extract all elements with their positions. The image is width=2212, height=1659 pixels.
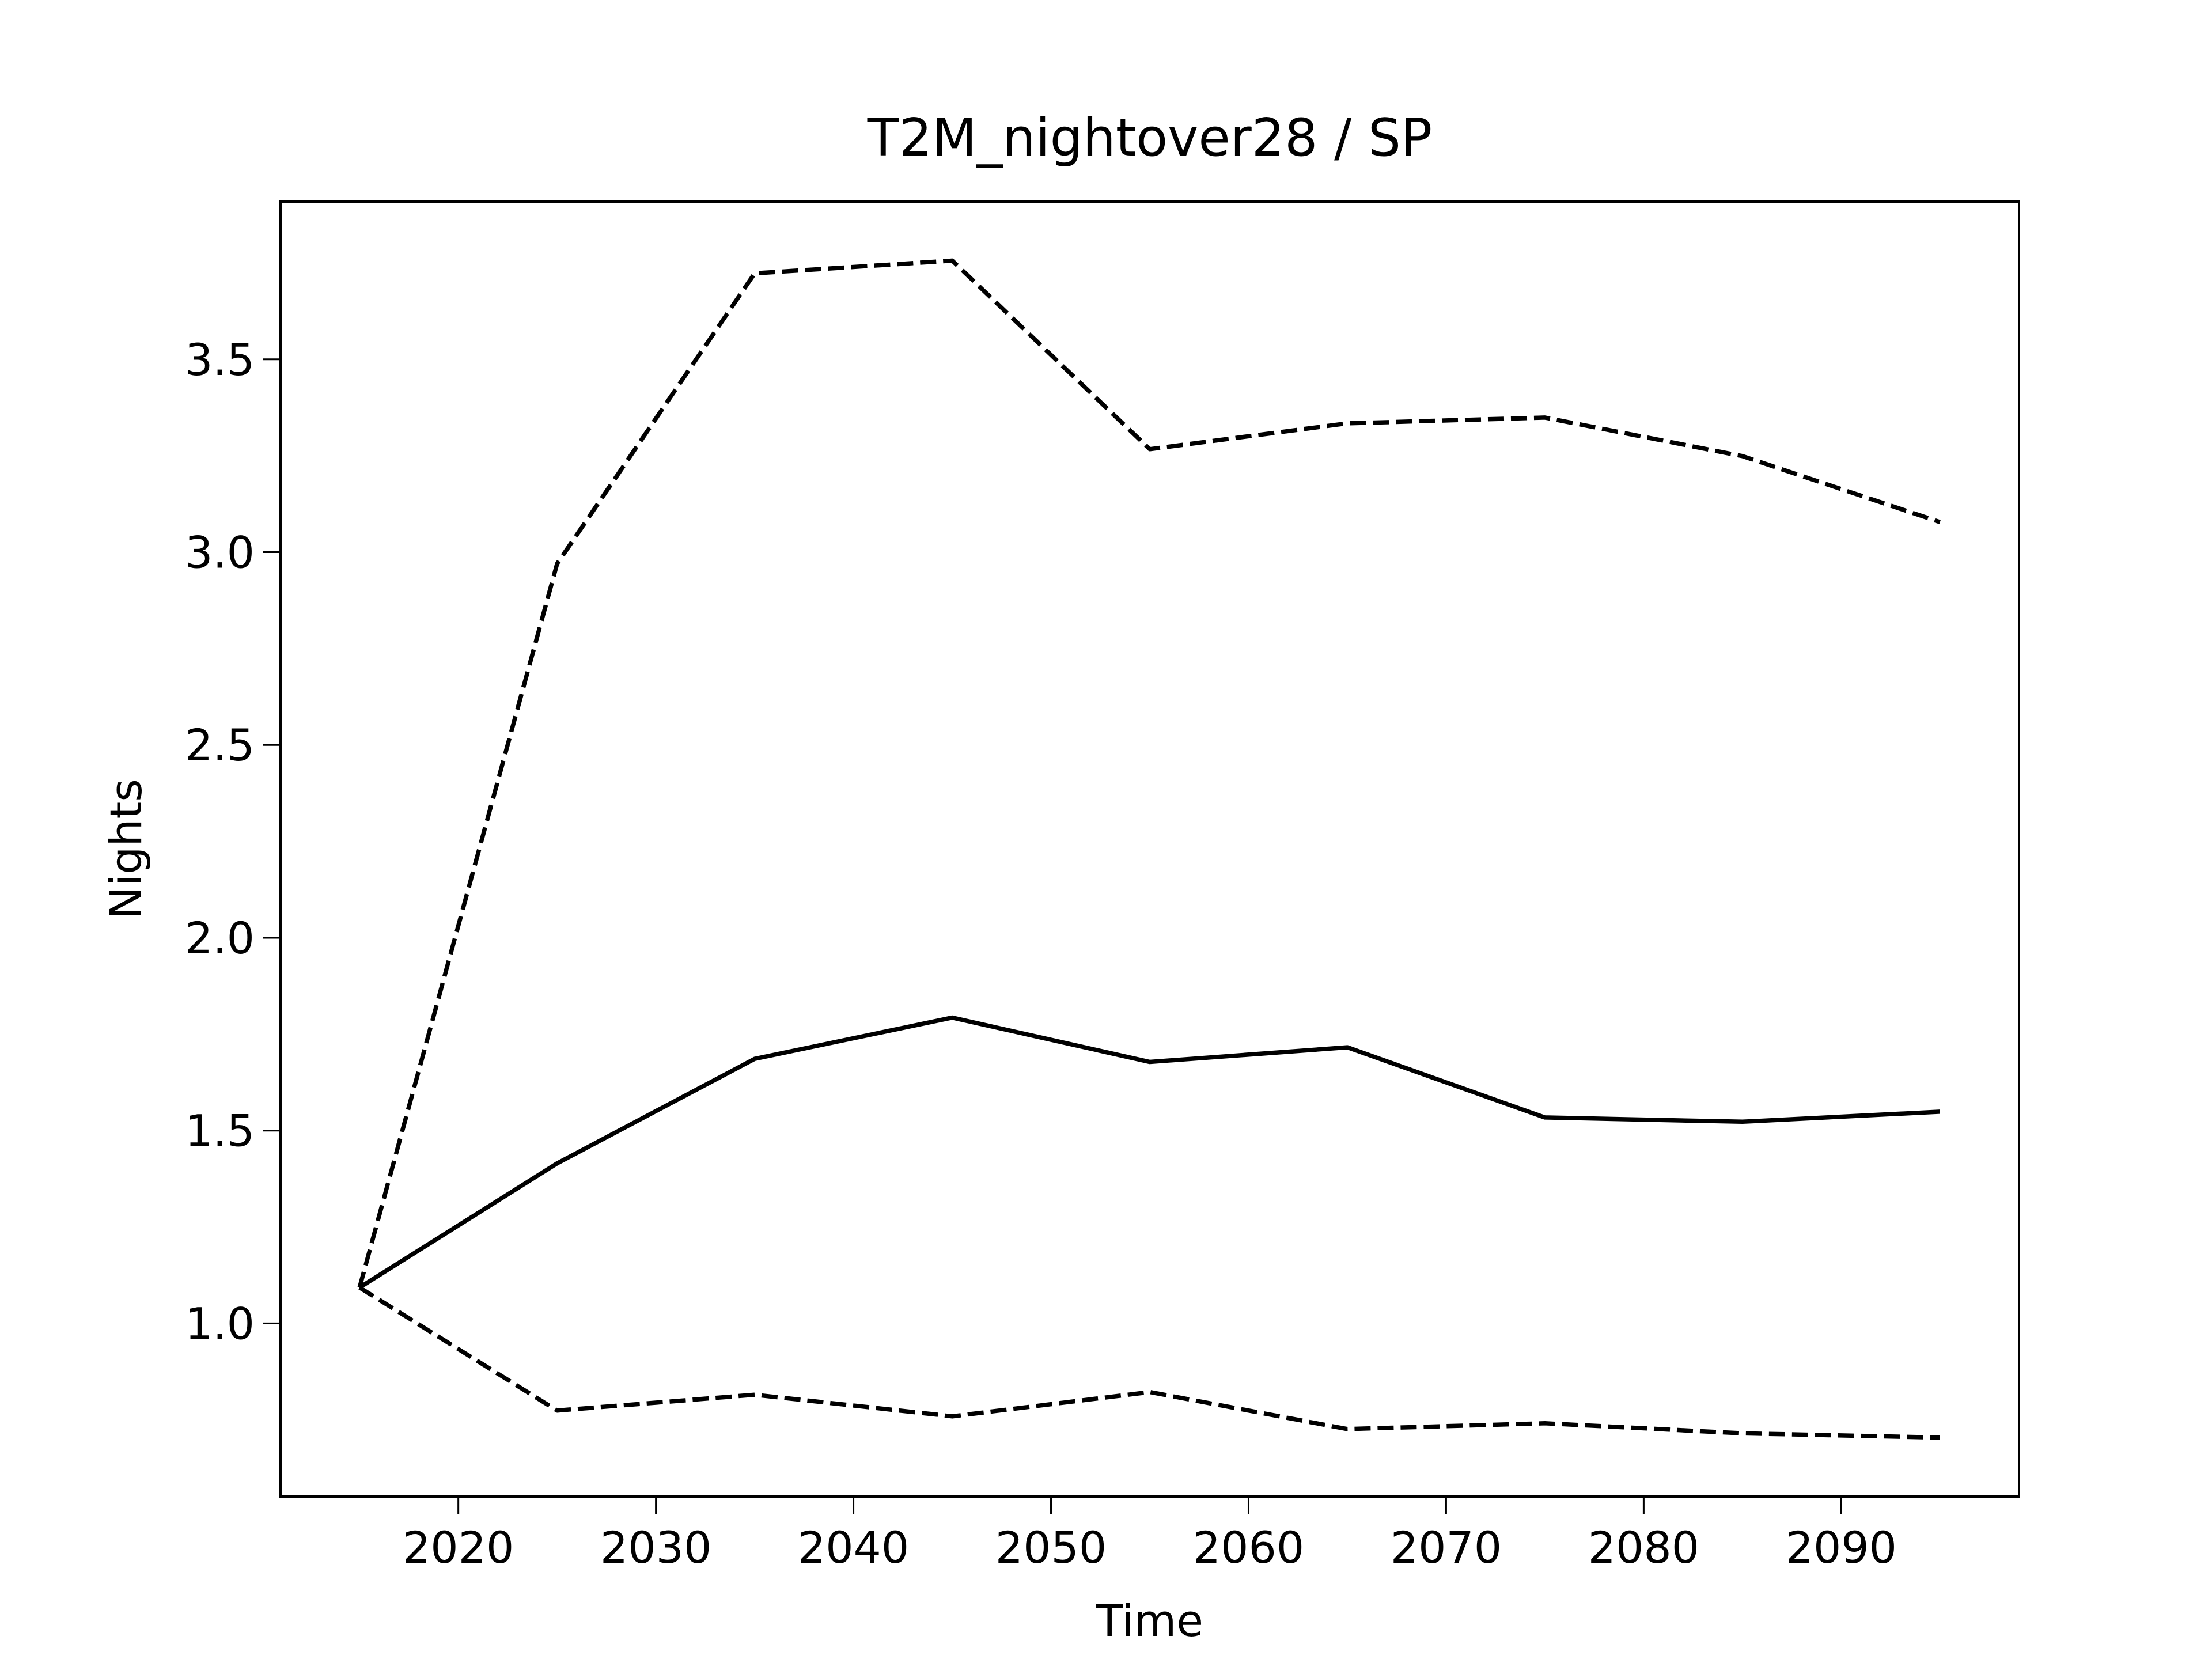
- x-axis-label: Time: [1096, 1595, 1203, 1646]
- x-tick-label: 2090: [1786, 1522, 1897, 1573]
- series-line: [358, 1285, 1940, 1440]
- plot-frame: [279, 200, 2020, 1498]
- series-line: [357, 258, 1941, 1289]
- x-tick-label: 2040: [798, 1522, 909, 1573]
- y-tick-label: 3.0: [185, 527, 255, 578]
- x-tick-label: 2050: [995, 1522, 1107, 1573]
- x-tick-label: 2020: [403, 1522, 514, 1573]
- y-axis-label: Nights: [100, 779, 151, 919]
- y-tick-label: 3.5: [185, 334, 255, 385]
- y-tick-label: 1.0: [185, 1298, 255, 1349]
- y-tick-label: 1.5: [185, 1105, 255, 1157]
- x-tick-label: 2070: [1391, 1522, 1502, 1573]
- chart-title: T2M_nightover28 / SP: [867, 108, 1433, 168]
- x-tick-label: 2060: [1193, 1522, 1304, 1573]
- y-tick-label: 2.5: [185, 719, 255, 771]
- series-line: [358, 1015, 1941, 1290]
- x-tick-label: 2080: [1588, 1522, 1699, 1573]
- y-tick-label: 2.0: [185, 912, 255, 964]
- x-tick-label: 2030: [600, 1522, 711, 1573]
